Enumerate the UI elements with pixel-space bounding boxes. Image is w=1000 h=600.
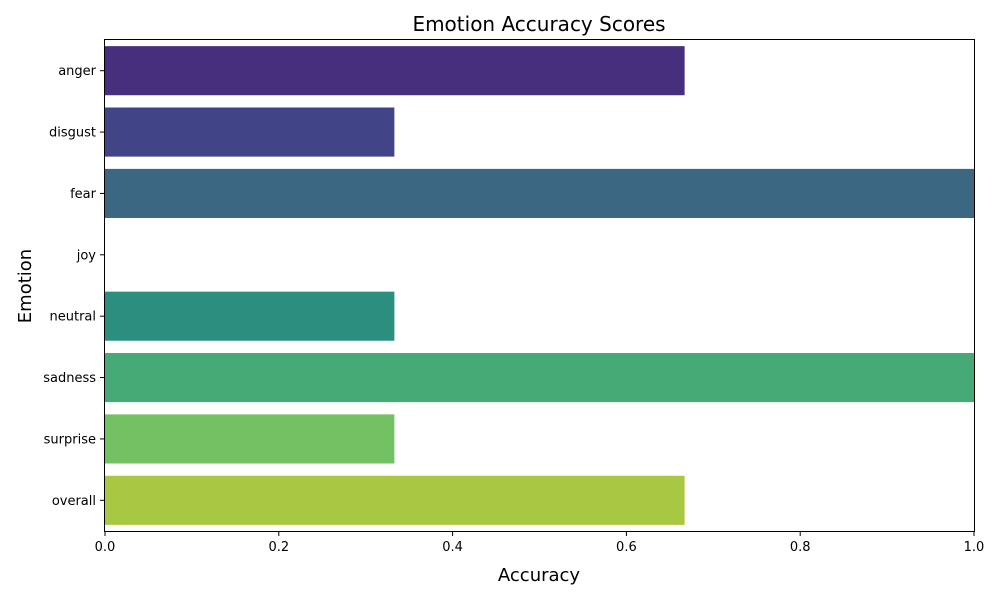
chart-title: Emotion Accuracy Scores (412, 12, 665, 36)
bar-overall (105, 475, 685, 525)
y-axis-label: Emotion (15, 249, 36, 323)
plot-area-frame (104, 39, 975, 532)
x-axis-ticks: 0.0 0.2 0.4 0.6 0.8 1.0 (95, 531, 985, 555)
y-tick-label-surprise: surprise (44, 432, 96, 447)
y-tick-label-overall: overall (52, 494, 96, 509)
y-axis-ticks: anger disgust fear joy neutral sadness surpris… (43, 64, 105, 509)
x-axis-label: Accuracy (498, 565, 581, 586)
bars-layer (105, 46, 974, 525)
x-tick-label-0: 0.0 (95, 540, 116, 555)
bar-disgust (105, 107, 395, 157)
bar-anger (105, 46, 685, 96)
x-tick-label-1: 0.2 (268, 540, 289, 555)
bar-neutral (105, 291, 395, 341)
y-tick-label-disgust: disgust (49, 126, 96, 141)
y-tick-label-neutral: neutral (50, 310, 97, 325)
y-tick-label-joy: joy (76, 248, 97, 263)
x-tick-label-4: 0.8 (790, 540, 811, 555)
y-tick-label-anger: anger (58, 64, 96, 79)
y-tick-label-sadness: sadness (43, 371, 96, 386)
x-tick-label-3: 0.6 (616, 540, 637, 555)
y-tick-label-fear: fear (70, 187, 97, 202)
bar-fear (105, 168, 974, 218)
bar-surprise (105, 414, 395, 464)
x-tick-label-5: 1.0 (964, 540, 985, 555)
bar-sadness (105, 353, 974, 403)
x-tick-label-2: 0.4 (442, 540, 463, 555)
